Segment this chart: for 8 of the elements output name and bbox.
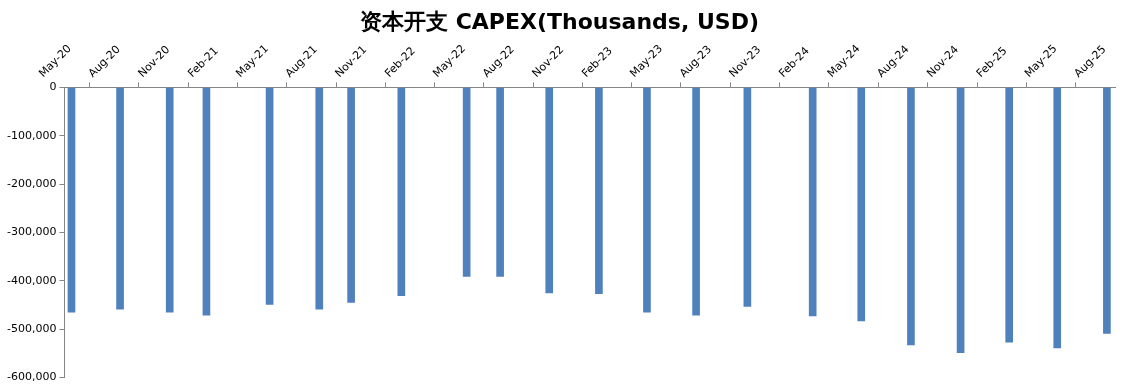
chart-title: 资本开支 CAPEX(Thousands, USD) [360,8,759,34]
y-tick-label: -500,000 [6,321,57,335]
y-tick-label: -400,000 [6,273,57,287]
y-tick-label: -100,000 [6,128,57,142]
y-tick-label: 0 [49,80,57,94]
y-tick-label: -300,000 [6,225,57,239]
y-tick-label: -600,000 [6,370,57,384]
y-tick-label: -200,000 [6,176,57,190]
